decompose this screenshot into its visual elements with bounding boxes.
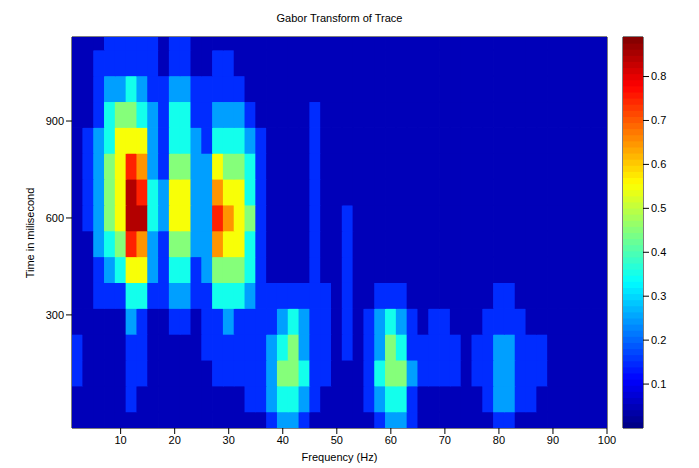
svg-text:80: 80 — [493, 434, 505, 446]
svg-text:900: 900 — [46, 115, 64, 127]
svg-text:60: 60 — [385, 434, 397, 446]
svg-text:600: 600 — [46, 212, 64, 224]
svg-text:50: 50 — [331, 434, 343, 446]
html-text:Gabor Transform of Trace: Gabor Transform of Trace — [276, 12, 403, 24]
svg-text:0.5: 0.5 — [651, 202, 666, 214]
svg-text:30: 30 — [223, 434, 235, 446]
svg-text:0.7: 0.7 — [651, 114, 666, 126]
svg-text:0.6: 0.6 — [651, 158, 666, 170]
svg-text:70: 70 — [439, 434, 451, 446]
svg-text:90: 90 — [547, 434, 559, 446]
svg-text:40: 40 — [277, 434, 289, 446]
svg-text:0.3: 0.3 — [651, 290, 666, 302]
svg-text:10: 10 — [115, 434, 127, 446]
svg-text:100: 100 — [598, 434, 616, 446]
svg-text:0.2: 0.2 — [651, 334, 666, 346]
svg-text:0.1: 0.1 — [651, 378, 666, 390]
svg-text:300: 300 — [46, 309, 64, 321]
html-text:Frequency (Hz): Frequency (Hz) — [301, 451, 378, 463]
svg-text:0.4: 0.4 — [651, 246, 666, 258]
svg-text:0.8: 0.8 — [651, 70, 666, 82]
html-text:Time in milisecond: Time in milisecond — [24, 187, 36, 278]
svg-text:20: 20 — [169, 434, 181, 446]
